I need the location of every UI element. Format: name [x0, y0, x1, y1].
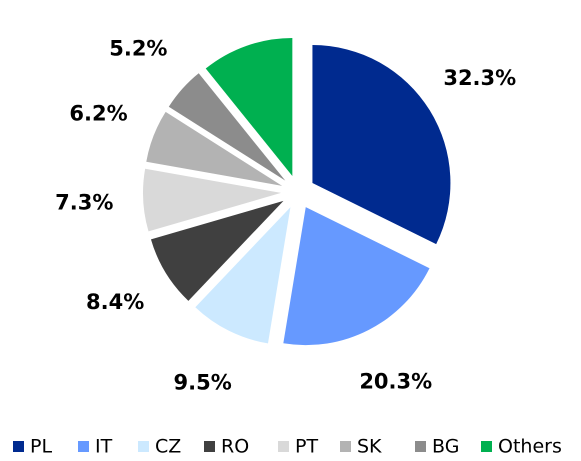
legend-swatch — [204, 441, 215, 452]
pie-slice — [146, 111, 283, 186]
data-label: 9.5% — [174, 371, 232, 395]
data-label: 8.4% — [86, 290, 144, 314]
pie-slice — [283, 207, 430, 346]
legend-label: SK — [357, 436, 382, 458]
data-label: 6.2% — [69, 101, 127, 125]
legend-swatch — [278, 441, 289, 452]
pie-slice — [195, 207, 291, 344]
legend-label: IT — [95, 436, 113, 458]
data-label: 5.2% — [109, 36, 167, 60]
data-label: 20.3% — [359, 369, 432, 393]
pie-slice — [143, 168, 282, 232]
legend-swatch — [340, 441, 351, 452]
pie-slice — [168, 73, 286, 181]
legend-swatch — [138, 441, 149, 452]
pie-slice — [205, 37, 293, 176]
pie-slice — [150, 200, 284, 301]
legend-label: CZ — [155, 436, 181, 458]
data-label: 10.8% — [190, 0, 263, 1]
legend-label: BG — [432, 436, 459, 458]
legend-label: Others — [498, 436, 562, 458]
data-label: 32.3% — [443, 66, 516, 90]
legend-swatch — [481, 441, 492, 452]
legend-swatch — [13, 441, 24, 452]
legend-label: PT — [295, 436, 318, 458]
data-label: 7.3% — [55, 190, 113, 214]
legend-swatch — [78, 441, 89, 452]
legend-label: RO — [221, 436, 249, 458]
legend-swatch — [415, 441, 426, 452]
pie-slice — [312, 45, 451, 245]
legend-label: PL — [30, 436, 52, 458]
